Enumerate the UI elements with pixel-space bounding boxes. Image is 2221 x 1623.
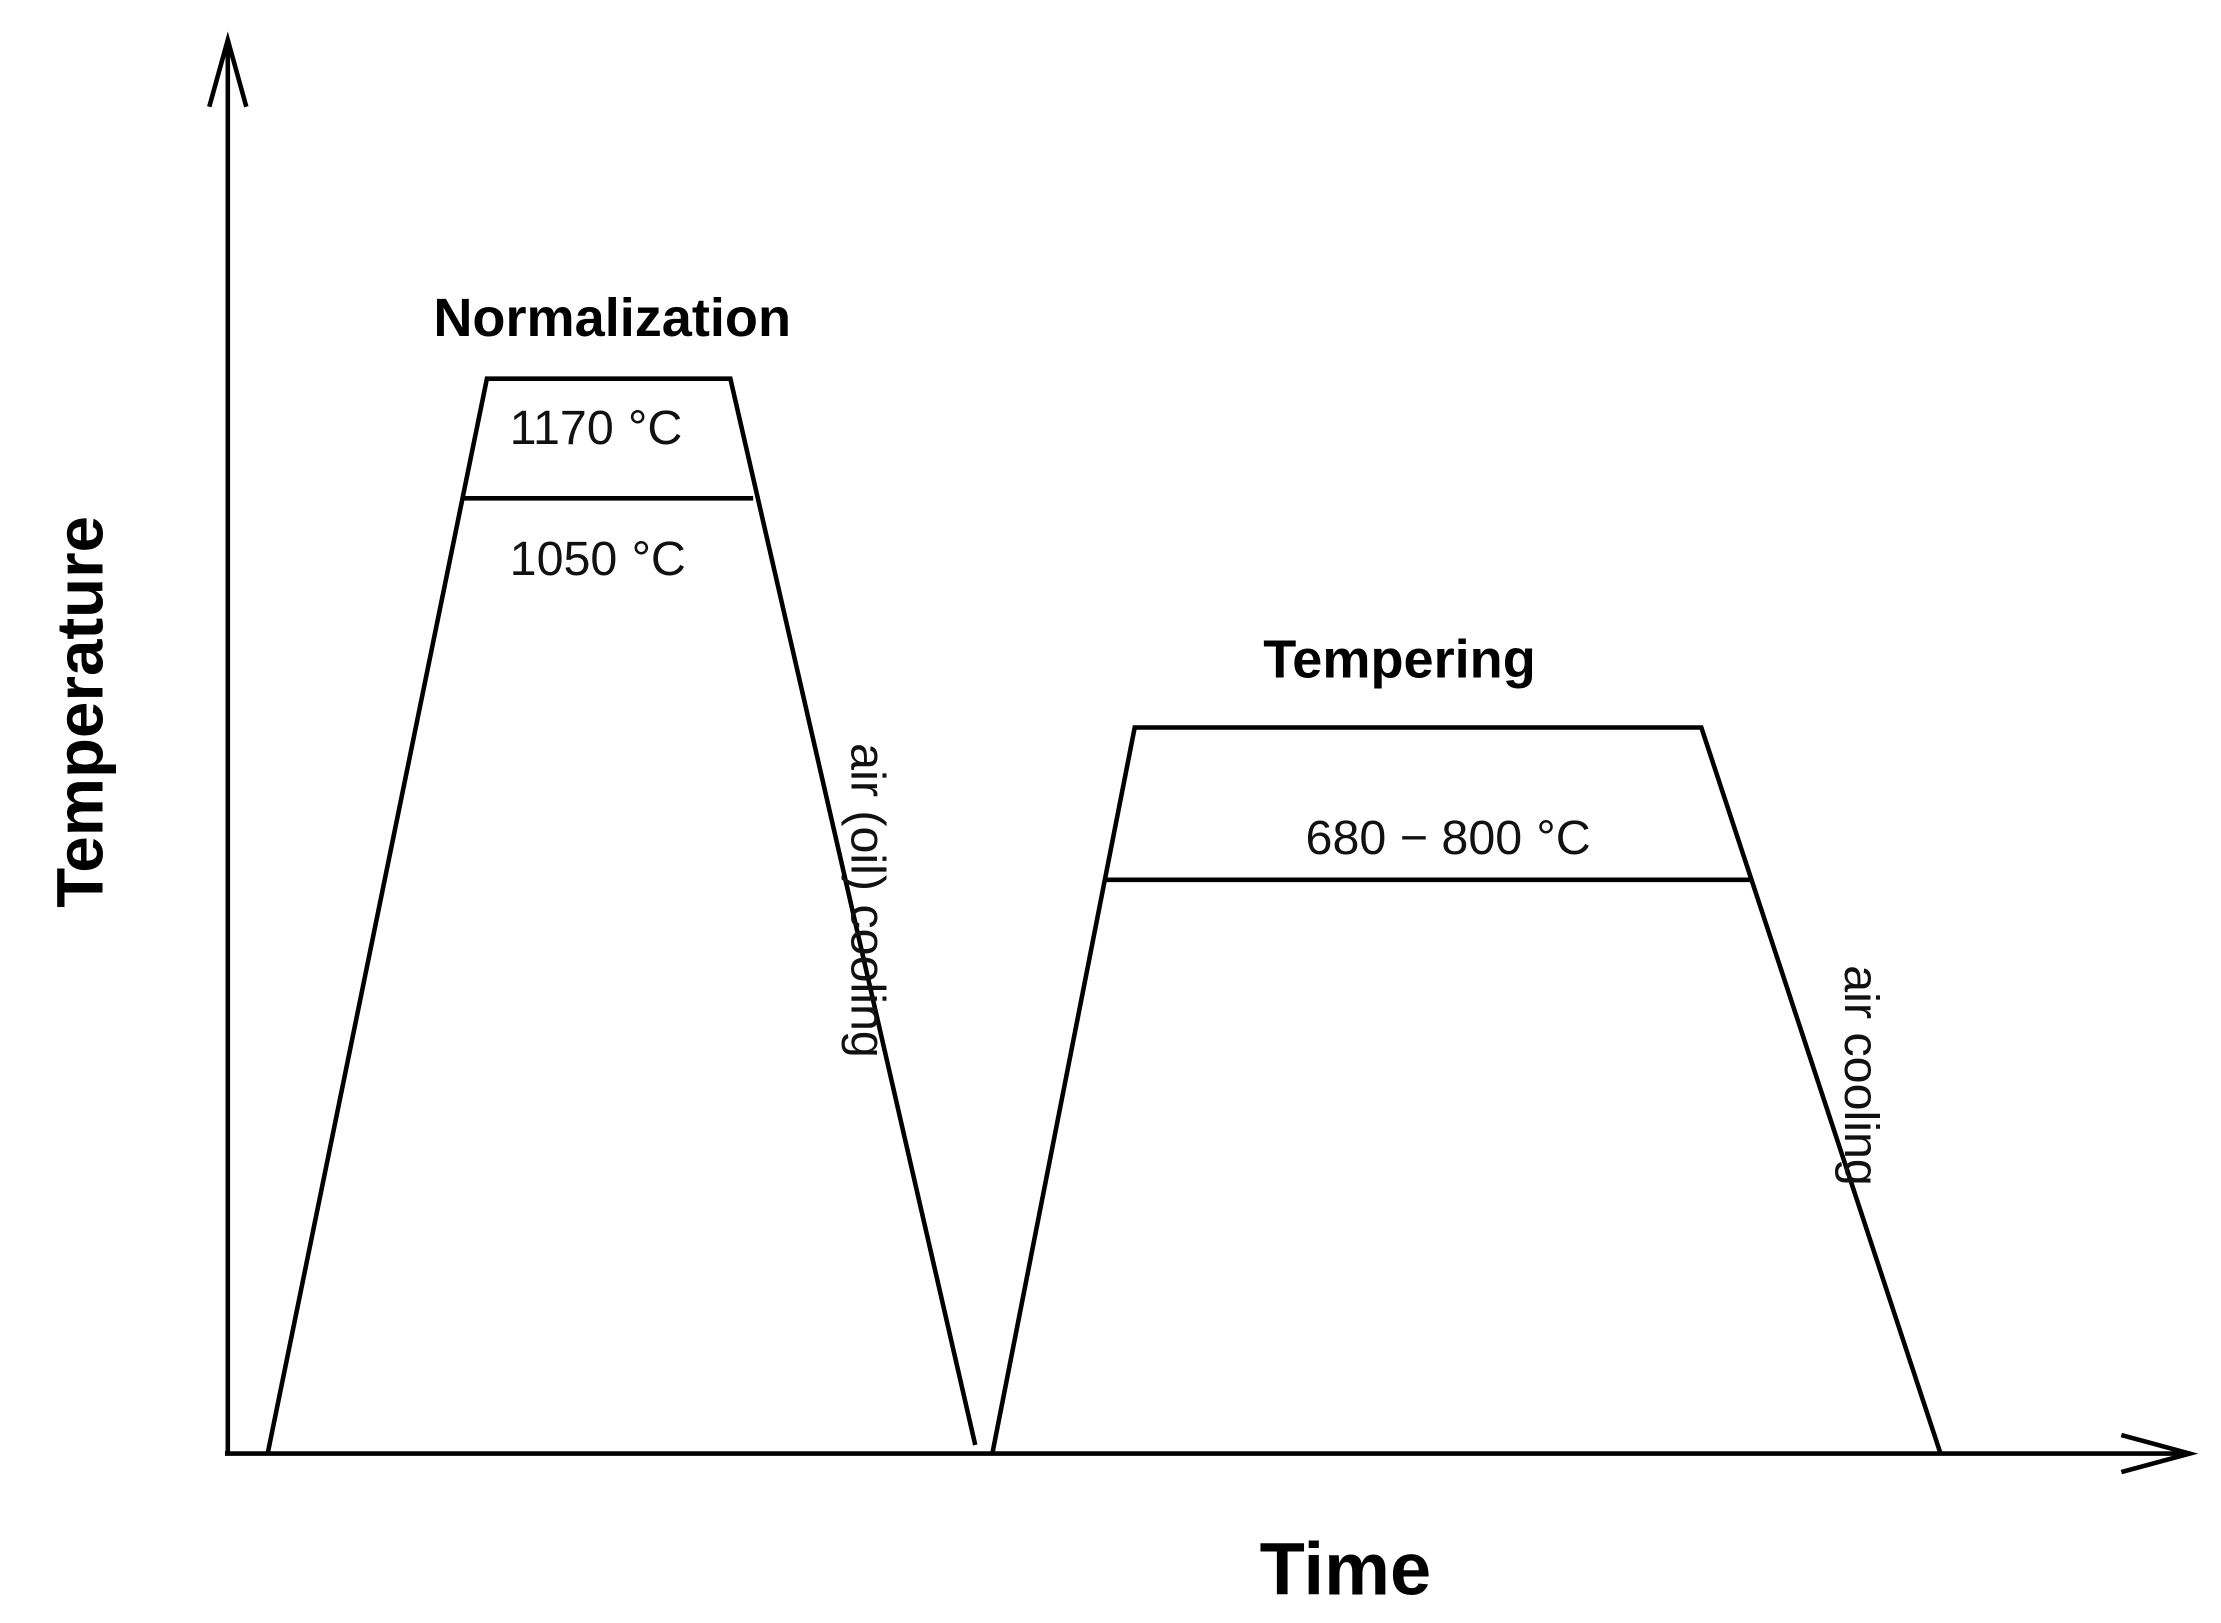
tempering-profile xyxy=(990,725,1943,1455)
tempering-title: Tempering xyxy=(1263,630,1536,690)
normalization-upper-temp: 1170 °C xyxy=(510,401,683,455)
normalization-cooling-label: air (oil) cooling xyxy=(840,743,894,1058)
x-axis-arrow-icon xyxy=(2120,1432,2199,1475)
normalization-lower-temp: 1050 °C xyxy=(510,532,686,586)
y-axis-arrow-icon xyxy=(207,31,249,108)
x-axis-label: Time xyxy=(1260,1528,1431,1611)
tempering-temp-range: 680 − 800 °C xyxy=(1306,811,1591,865)
normalization-profile xyxy=(265,376,978,1455)
normalization-title: Normalization xyxy=(433,288,791,348)
tempering-cooling-label: air cooling xyxy=(1834,965,1888,1186)
y-axis-label: Temperature xyxy=(44,516,117,908)
